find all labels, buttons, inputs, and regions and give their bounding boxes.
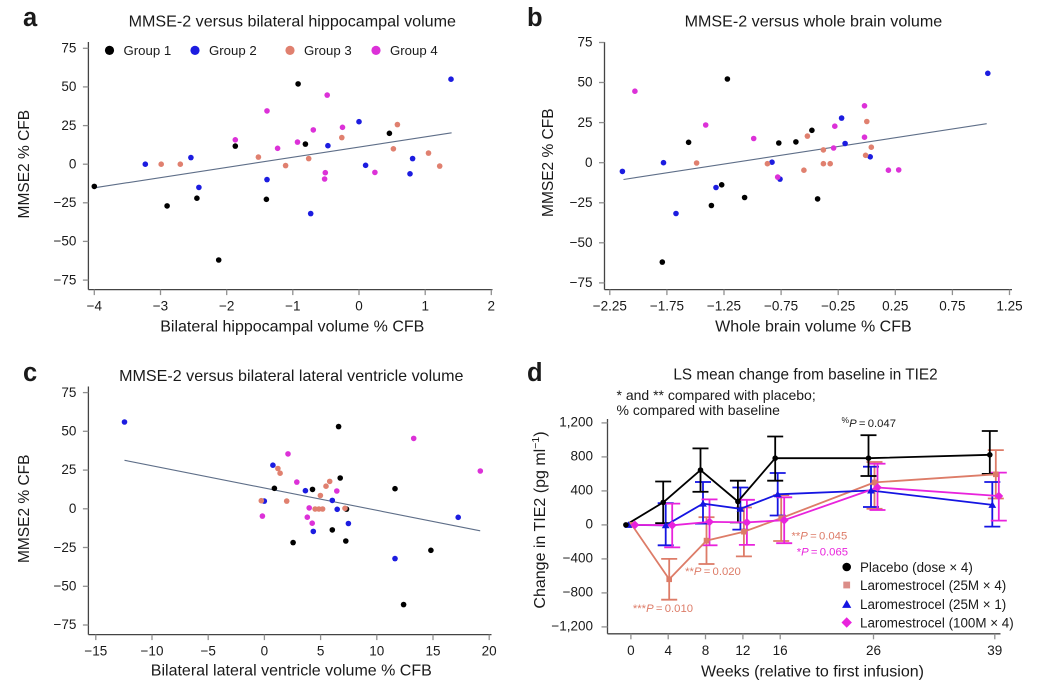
svg-text:400: 400: [570, 482, 593, 497]
svg-text:−400: −400: [563, 550, 593, 565]
svg-text:0: 0: [355, 298, 363, 313]
svg-text:**P = 0.045: **P = 0.045: [792, 530, 848, 542]
svg-text:b: b: [527, 4, 543, 32]
svg-text:2: 2: [488, 298, 496, 313]
svg-text:a: a: [23, 4, 38, 32]
svg-text:−15: −15: [84, 643, 107, 658]
svg-text:%P = 0.047: %P = 0.047: [842, 415, 897, 430]
svg-text:Laromestrocel (25M × 1): Laromestrocel (25M × 1): [860, 597, 1006, 612]
svg-text:12: 12: [735, 643, 750, 658]
svg-text:Group 3: Group 3: [304, 43, 352, 58]
svg-text:0: 0: [585, 155, 593, 170]
svg-text:−1: −1: [285, 298, 300, 313]
svg-text:50: 50: [577, 75, 592, 90]
svg-text:−1.75: −1.75: [650, 298, 684, 313]
svg-text:Placebo (dose × 4): Placebo (dose × 4): [860, 560, 973, 575]
svg-text:5: 5: [317, 643, 325, 658]
svg-text:LS mean change from baseline i: LS mean change from baseline in TIE2: [673, 367, 937, 384]
svg-text:−75: −75: [570, 275, 593, 290]
svg-text:39: 39: [987, 643, 1002, 658]
svg-text:25: 25: [61, 462, 76, 477]
svg-text:Whole brain volume % CFB: Whole brain volume % CFB: [715, 319, 912, 336]
svg-text:−10: −10: [141, 643, 164, 658]
svg-text:Laromestrocel (100M × 4): Laromestrocel (100M × 4): [860, 615, 1014, 630]
svg-text:26: 26: [866, 643, 881, 658]
svg-text:**P = 0.020: **P = 0.020: [685, 566, 741, 578]
svg-text:1: 1: [421, 298, 429, 313]
svg-text:MMSE-2 versus whole brain volu: MMSE-2 versus whole brain volume: [685, 13, 943, 31]
svg-text:MMSE2 % CFB: MMSE2 % CFB: [540, 108, 557, 217]
svg-text:1.25: 1.25: [996, 298, 1022, 313]
svg-text:−2.25: −2.25: [593, 298, 627, 313]
svg-text:0: 0: [261, 643, 269, 658]
svg-text:−75: −75: [53, 272, 76, 287]
svg-text:−50: −50: [53, 579, 76, 594]
svg-text:−50: −50: [570, 235, 593, 250]
svg-text:−4: −4: [87, 298, 103, 313]
svg-text:1,200: 1,200: [559, 414, 593, 429]
svg-text:16: 16: [773, 643, 788, 658]
svg-text:MMSE-2 versus bilateral latera: MMSE-2 versus bilateral lateral ventricl…: [119, 367, 463, 385]
svg-text:0: 0: [69, 501, 77, 516]
svg-text:Group 1: Group 1: [124, 43, 172, 58]
svg-text:* and ** compared with placebo: * and ** compared with placebo;: [617, 387, 816, 403]
svg-text:−25: −25: [570, 195, 593, 210]
svg-text:*P = 0.065: *P = 0.065: [797, 547, 848, 559]
svg-text:c: c: [23, 359, 37, 387]
svg-text:−0.25: −0.25: [821, 298, 855, 313]
svg-text:% compared with baseline: % compared with baseline: [617, 402, 781, 418]
svg-text:0: 0: [627, 643, 635, 658]
svg-text:−800: −800: [563, 584, 593, 599]
svg-text:800: 800: [570, 448, 593, 463]
svg-text:−75: −75: [53, 617, 76, 632]
svg-text:−3: −3: [153, 298, 168, 313]
svg-text:Bilateral hippocampal volume %: Bilateral hippocampal volume % CFB: [160, 319, 424, 336]
svg-text:75: 75: [577, 35, 592, 50]
svg-text:25: 25: [61, 118, 76, 133]
svg-text:−5: −5: [200, 643, 215, 658]
svg-text:Group 4: Group 4: [390, 43, 438, 58]
svg-text:0.25: 0.25: [882, 298, 908, 313]
svg-text:Laromestrocel (25M × 4): Laromestrocel (25M × 4): [860, 578, 1006, 593]
svg-text:−25: −25: [53, 540, 76, 555]
svg-text:Change in TIE2 (pg ml−1): Change in TIE2 (pg ml−1): [530, 431, 549, 608]
svg-text:4: 4: [664, 643, 672, 658]
svg-text:−1.25: −1.25: [707, 298, 741, 313]
svg-text:−2: −2: [219, 298, 234, 313]
svg-text:d: d: [527, 359, 543, 387]
svg-text:Group 2: Group 2: [209, 43, 257, 58]
svg-text:Weeks (relative to first infus: Weeks (relative to first infusion): [701, 664, 924, 681]
svg-text:−25: −25: [53, 195, 76, 210]
svg-text:Bilateral lateral ventricle vo: Bilateral lateral ventricle volume % CFB: [151, 663, 432, 680]
svg-text:−0.75: −0.75: [764, 298, 798, 313]
svg-text:MMSE2 % CFB: MMSE2 % CFB: [16, 110, 33, 219]
svg-text:75: 75: [61, 41, 76, 56]
svg-text:***P = 0.010: ***P = 0.010: [633, 603, 693, 615]
svg-text:15: 15: [425, 643, 440, 658]
svg-text:MMSE-2 versus bilateral hippoc: MMSE-2 versus bilateral hippocampal volu…: [129, 13, 456, 31]
svg-text:MMSE2 % CFB: MMSE2 % CFB: [16, 455, 33, 564]
svg-text:25: 25: [577, 115, 592, 130]
svg-text:50: 50: [61, 79, 76, 94]
svg-text:0.75: 0.75: [939, 298, 965, 313]
svg-text:75: 75: [61, 385, 76, 400]
svg-text:10: 10: [369, 643, 384, 658]
svg-text:50: 50: [61, 424, 76, 439]
svg-text:8: 8: [702, 643, 710, 658]
svg-text:−1,200: −1,200: [551, 618, 593, 633]
svg-text:−50: −50: [53, 234, 76, 249]
svg-text:0: 0: [69, 156, 77, 171]
svg-text:20: 20: [482, 643, 497, 658]
svg-text:0: 0: [585, 516, 593, 531]
